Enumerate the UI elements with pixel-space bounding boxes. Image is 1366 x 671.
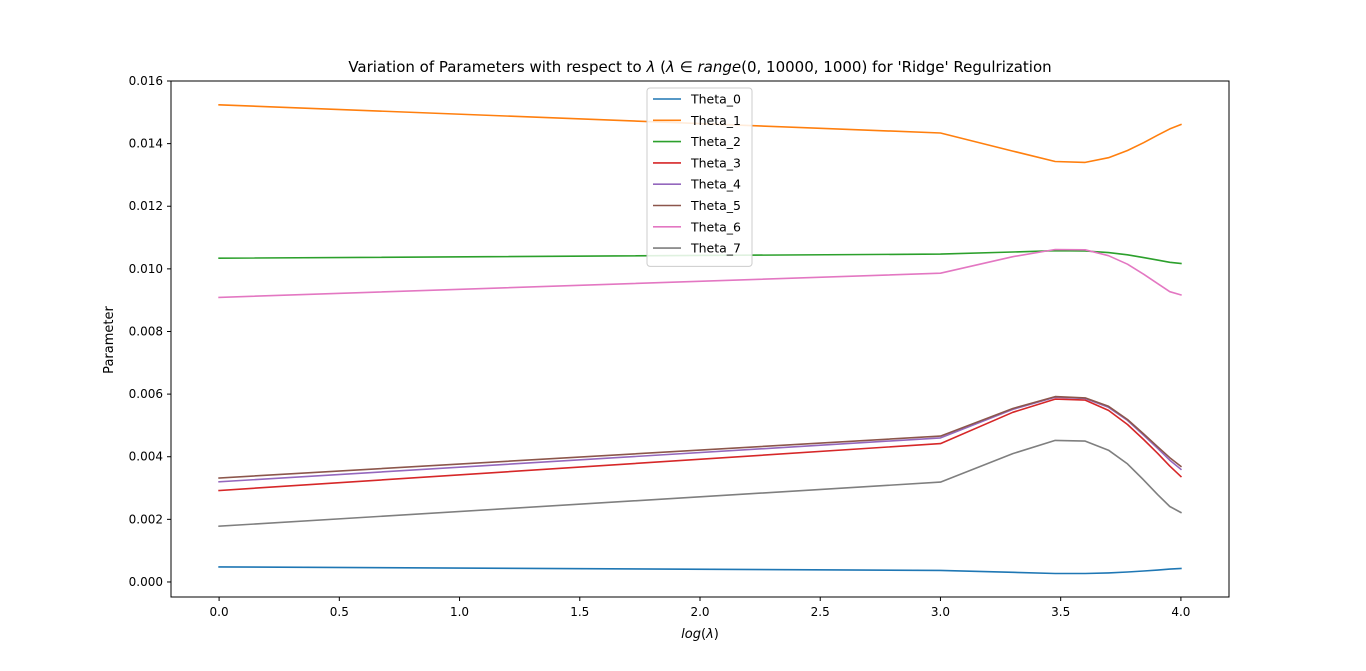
x-tick-label: 3.0 [931,605,950,619]
x-tick-label: 2.0 [690,605,709,619]
series-line-theta-0 [218,566,1182,575]
legend-label: Theta_7 [690,241,741,256]
legend-box [646,87,753,267]
chart-title-part: λ [645,58,655,76]
y-tick-label: 0.016 [129,74,163,88]
y-tick-label: 0.000 [129,575,163,589]
legend: Theta_0 Theta_1 Theta_2 Theta_3 Theta_4 Theta… [646,87,753,267]
chart-title-part: range [697,58,741,76]
chart-title-part: λ [665,58,675,76]
series-line-theta-4 [218,396,1183,483]
plot-area [170,80,1230,598]
y-tick-label: 0.002 [129,512,163,526]
legend-label: Theta_1 [690,113,741,128]
chart-title-part: ( [655,58,666,76]
legend-label: Theta_6 [690,219,741,234]
series-line-theta-3 [218,398,1183,492]
x-tick-label: 1.5 [570,605,589,619]
y-tick-label: 0.010 [129,262,163,276]
y-tick-label: 0.006 [129,387,163,401]
x-axis-label-part: λ [705,627,714,642]
chart-title-part: (0, 10000, 1000) [741,58,867,76]
x-axis: 0.0 0.5 1.0 1.5 2.0 2.5 3.0 3.5 4.0 [210,597,1190,619]
legend-label: Theta_5 [690,198,741,213]
chart-title: Variation of Parameters with respect to … [348,58,1051,76]
chart-title-part: Variation of Parameters with respect to [348,58,646,76]
chart-title-part: for 'Ridge' Regulrization [867,58,1051,76]
x-axis-label-part: ( [701,627,706,642]
y-axis-label: Parameter [102,306,117,374]
x-tick-label: 0.0 [210,605,229,619]
y-tick-label: 0.008 [129,324,163,338]
x-tick-label: 4.0 [1171,605,1190,619]
x-axis-label: log(λ) [681,627,719,642]
x-tick-label: 1.0 [450,605,469,619]
legend-label: Theta_2 [690,134,741,149]
legend-label: Theta_4 [690,177,741,192]
y-tick-label: 0.004 [129,450,163,464]
x-axis-label-part: log [681,627,701,642]
series-line-theta-2 [218,249,1182,265]
x-tick-label: 3.5 [1051,605,1070,619]
legend-label: Theta_3 [690,155,741,170]
x-axis-label-part: ) [714,627,719,642]
series-layer [218,103,1183,575]
x-tick-label: 0.5 [330,605,349,619]
series-line-theta-7 [218,439,1182,528]
chart-title-part: ∈ [675,58,698,76]
y-tick-label: 0.012 [129,199,163,213]
series-line-theta-5 [218,395,1183,479]
y-axis: 0.000 0.002 0.004 0.006 0.008 0.010 0.012 0.014… [129,74,171,589]
legend-label: Theta_0 [690,92,741,107]
y-tick-label: 0.014 [129,137,163,151]
series-line-theta-6 [218,248,1182,299]
series-line-theta-1 [218,103,1182,164]
x-tick-label: 2.5 [811,605,830,619]
